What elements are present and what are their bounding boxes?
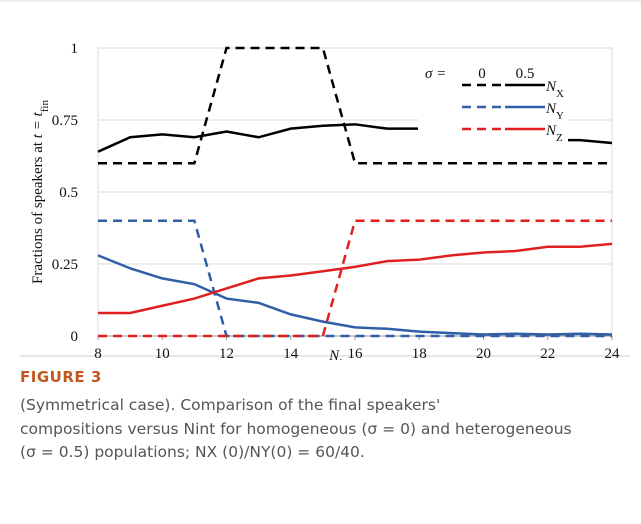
- y-axis-label-text: Fractions of speakers at: [30, 138, 46, 284]
- x-tick-label: 10: [155, 346, 170, 360]
- y-axis-label-math: t = t: [30, 111, 46, 138]
- chart: 00.250.50.75181012141618202224NintFracti…: [0, 0, 641, 360]
- x-axis-label-sub: int: [339, 357, 351, 360]
- dashed-line: [98, 219, 612, 338]
- legend-label: NX: [545, 79, 564, 100]
- figure-label: FIGURE 3: [20, 368, 102, 386]
- legend-column: 0.5: [516, 66, 535, 82]
- legend-label-sub: X: [556, 88, 564, 100]
- legend-label: NZ: [545, 123, 563, 144]
- legend-box: [418, 58, 568, 162]
- x-axis-label: Nint: [328, 348, 351, 360]
- solid-line: [98, 242, 613, 315]
- y-tick-label: 0.5: [59, 185, 78, 201]
- x-tick-label: 8: [94, 346, 102, 360]
- solid-line: [97, 254, 613, 336]
- y-axis-label-sub: fin: [39, 100, 51, 113]
- legend-label-main: N: [545, 79, 557, 95]
- x-tick-label: 22: [540, 346, 555, 360]
- x-tick-label: 16: [348, 346, 364, 360]
- x-tick-label: 14: [283, 346, 299, 360]
- x-tick-label: 12: [219, 346, 234, 360]
- legend-label-sub: Y: [556, 110, 564, 122]
- x-tick-label: 18: [412, 346, 427, 360]
- dashed-line: [98, 46, 612, 165]
- caption: FIGURE 3 (Symmetrical case). Comparison …: [20, 368, 630, 465]
- legend-label-sub: Z: [556, 132, 563, 144]
- legend-title: σ =: [425, 66, 446, 82]
- dashed-line: [98, 219, 612, 338]
- y-tick-label: 0: [71, 329, 79, 345]
- y-tick-label: 1: [71, 41, 79, 57]
- x-axis-label-main: N: [328, 348, 340, 360]
- x-tick-label: 24: [605, 346, 621, 360]
- legend-label-main: N: [545, 123, 557, 139]
- legend-column: 0: [478, 66, 486, 82]
- caption-line: compositions versus Nint for homogeneous…: [20, 419, 572, 438]
- y-tick-label: 0.75: [52, 113, 78, 129]
- y-tick-label: 0.25: [52, 257, 78, 273]
- caption-line: (σ = 0.5) populations; NX (0)/NY(0) = 60…: [20, 443, 365, 461]
- legend-label: NY: [545, 101, 564, 122]
- x-tick-label: 20: [476, 346, 491, 360]
- legend-label-main: N: [545, 101, 557, 117]
- caption-line: (Symmetrical case). Comparison of the fi…: [20, 396, 441, 414]
- y-axis-label: Fractions of speakers at t = tfin: [30, 100, 51, 284]
